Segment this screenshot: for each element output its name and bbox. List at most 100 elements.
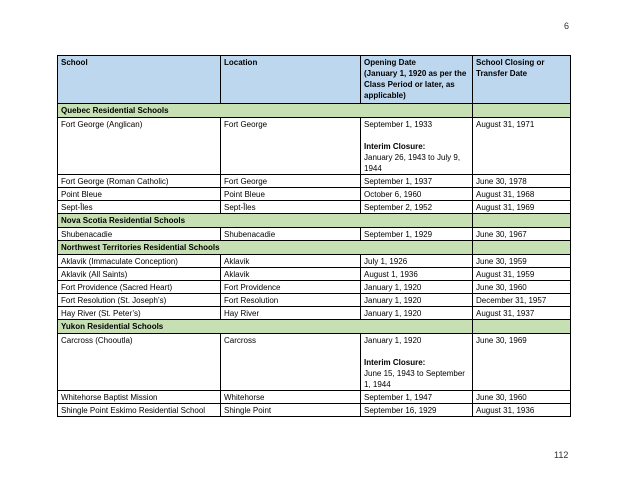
interim-closure-dates: June 15, 1943 to September 1, 1944 [364, 369, 465, 389]
col-header-opening-date-label: Opening Date [364, 58, 417, 67]
opening-date-cell: September 1, 1947 [360, 390, 473, 404]
section-trailing-cell [472, 213, 571, 228]
section-label: Nova Scotia Residential Schools [57, 213, 473, 228]
school-name-cell: Fort Resolution (St. Joseph’s) [57, 293, 221, 307]
school-name-cell: Fort George (Roman Catholic) [57, 174, 221, 188]
section-trailing-cell [472, 103, 571, 118]
opening-date-cell: January 1, 1920 [360, 280, 473, 294]
opening-date: August 1, 1936 [364, 270, 418, 279]
closing-date-cell: June 30, 1960 [472, 280, 571, 294]
col-header-location-label: Location [224, 58, 258, 67]
opening-date: September 1, 1937 [364, 177, 433, 186]
opening-date: September 16, 1929 [364, 406, 437, 415]
location-cell: Whitehorse [220, 390, 361, 404]
closing-date-cell: June 30, 1959 [472, 254, 571, 268]
location-cell: Shingle Point [220, 403, 361, 417]
opening-date-cell: January 1, 1920 [360, 306, 473, 320]
page-number-top: 6 [564, 21, 570, 31]
opening-date-cell: September 2, 1952 [360, 200, 473, 214]
school-row: Fort Resolution (St. Joseph’s) Fort Resol… [57, 293, 571, 307]
section-label: Northwest Territories Residential School… [57, 240, 473, 255]
section-trailing-cell [472, 240, 571, 255]
opening-date-cell: January 1, 1920 Interim Closure: June 15, … [360, 333, 473, 391]
opening-date-cell: July 1, 1926 [360, 254, 473, 268]
closing-date-cell: August 31, 1969 [472, 200, 571, 214]
page-number-bottom: 112 [554, 450, 569, 460]
opening-date: January 1, 1920 [364, 283, 422, 292]
school-name-cell: Aklavik (All Saints) [57, 267, 221, 281]
opening-date: January 1, 1920 [364, 309, 422, 318]
opening-date: October 6, 1960 [364, 190, 422, 199]
location-cell: Shubenacadie [220, 227, 361, 241]
opening-date-cell: January 1, 1920 [360, 293, 473, 307]
section-row: Northwest Territories Residential School… [57, 240, 571, 255]
col-header-closing-date-label: School Closing or Transfer Date [476, 58, 545, 78]
closing-date-cell: December 31, 1957 [472, 293, 571, 307]
residential-schools-table: School Location Opening Date (January 1,… [57, 55, 571, 417]
col-header-school: School [57, 55, 221, 104]
school-name-cell: Shingle Point Eskimo Residential School [57, 403, 221, 417]
location-cell: Fort George [220, 117, 361, 175]
col-header-opening-date-sublabel: (January 1, 1920 as per the Class Period… [364, 69, 467, 100]
closing-date-cell: June 30, 1969 [472, 333, 571, 391]
opening-date: September 1, 1933 [364, 120, 433, 129]
location-cell: Sept-Îles [220, 200, 361, 214]
section-row: Quebec Residential Schools [57, 103, 571, 118]
opening-date-cell: October 6, 1960 [360, 187, 473, 201]
section-trailing-cell [472, 319, 571, 334]
closing-date-cell: August 31, 1937 [472, 306, 571, 320]
opening-date: July 1, 1926 [364, 257, 408, 266]
section-row: Yukon Residential Schools [57, 319, 571, 334]
location-cell: Aklavik [220, 254, 361, 268]
school-name-cell: Hay River (St. Peter’s) [57, 306, 221, 320]
col-header-school-label: School [61, 58, 88, 67]
school-name-cell: Point Bleue [57, 187, 221, 201]
school-row: Shubenacadie Shubenacadie September 1, 192… [57, 227, 571, 241]
interim-closure-heading: Interim Closure: [364, 358, 426, 367]
location-cell: Carcross [220, 333, 361, 391]
school-name-cell: Whitehorse Baptist Mission [57, 390, 221, 404]
location-cell: Aklavik [220, 267, 361, 281]
location-cell: Fort Providence [220, 280, 361, 294]
school-row: Aklavik (Immaculate Conception) Aklavik Ju… [57, 254, 571, 268]
closing-date-cell: August 31, 1971 [472, 117, 571, 175]
school-row: Fort Providence (Sacred Heart) Fort Provi… [57, 280, 571, 294]
col-header-closing-date: School Closing or Transfer Date [472, 55, 571, 104]
opening-date: January 1, 1920 [364, 336, 422, 345]
school-name-cell: Fort George (Anglican) [57, 117, 221, 175]
table-header: School Location Opening Date (January 1,… [57, 55, 571, 104]
school-row: Shingle Point Eskimo Residential School S… [57, 403, 571, 417]
col-header-location: Location [220, 55, 361, 104]
school-row: Sept-Îles Sept-Îles September 2, 1952 Augus… [57, 200, 571, 214]
closing-date-cell: August 31, 1959 [472, 267, 571, 281]
interim-closure-heading: Interim Closure: [364, 142, 426, 151]
school-row: Fort George (Anglican) Fort George Septemb… [57, 117, 571, 175]
school-row: Hay River (St. Peter’s) Hay River January … [57, 306, 571, 320]
closing-date-cell: June 30, 1960 [472, 390, 571, 404]
closing-date-cell: August 31, 1968 [472, 187, 571, 201]
section-label: Quebec Residential Schools [57, 103, 473, 118]
school-name-cell: Sept-Îles [57, 200, 221, 214]
location-cell: Point Bleue [220, 187, 361, 201]
opening-date-cell: September 1, 1933 Interim Closure: January… [360, 117, 473, 175]
table-header-row: School Location Opening Date (January 1,… [57, 55, 571, 104]
location-cell: Hay River [220, 306, 361, 320]
opening-date-cell: September 1, 1937 [360, 174, 473, 188]
section-label: Yukon Residential Schools [57, 319, 473, 334]
school-row: Aklavik (All Saints) Aklavik August 1, 193… [57, 267, 571, 281]
school-name-cell: Carcross (Chooutla) [57, 333, 221, 391]
opening-date: September 1, 1929 [364, 230, 433, 239]
opening-date-cell: August 1, 1936 [360, 267, 473, 281]
closing-date-cell: June 30, 1978 [472, 174, 571, 188]
school-row: Carcross (Chooutla) Carcross January 1, 19… [57, 333, 571, 391]
opening-date: September 1, 1947 [364, 393, 433, 402]
opening-date-cell: September 1, 1929 [360, 227, 473, 241]
closing-date-cell: June 30, 1967 [472, 227, 571, 241]
school-row: Point Bleue Point Bleue October 6, 1960 Aug… [57, 187, 571, 201]
closing-date-cell: August 31, 1936 [472, 403, 571, 417]
location-cell: Fort Resolution [220, 293, 361, 307]
school-name-cell: Fort Providence (Sacred Heart) [57, 280, 221, 294]
school-name-cell: Shubenacadie [57, 227, 221, 241]
schools-table-body: Quebec Residential Schools Fort George (A… [57, 103, 571, 417]
